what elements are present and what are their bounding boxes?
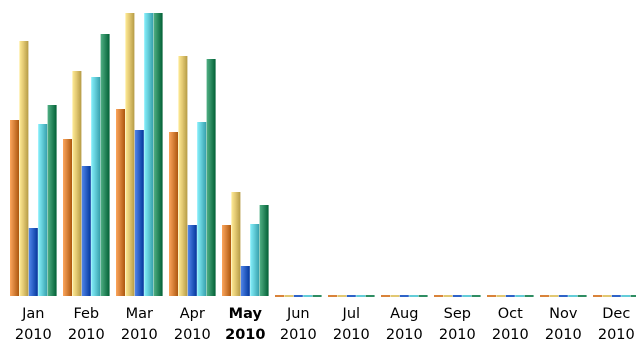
tick-label-apr-year: 2010	[174, 327, 211, 343]
bar-jul-series-4	[356, 295, 366, 297]
tick-label-jan-year: 2010	[15, 327, 52, 343]
bar-nov-series-2	[549, 295, 559, 297]
bar-mar-series-3	[134, 130, 144, 296]
bar-dec-series-4	[621, 295, 631, 297]
bar-jul-series-2	[337, 295, 347, 297]
tick-label-nov-year: 2010	[545, 327, 582, 343]
tick-label-may-month: May	[229, 306, 263, 322]
bar-dec-series-3	[611, 295, 621, 297]
bar-jun-series-1	[275, 295, 284, 297]
bar-mar-series-1	[116, 109, 125, 296]
bar-aug-series-4	[409, 295, 419, 297]
tick-label-oct-month: Oct	[498, 306, 523, 322]
tick-label-feb-month: Feb	[73, 306, 99, 322]
x-axis-labels: Jan 2010 Feb 2010 Mar 2010 Apr 2010 May 2010 Jun 20…	[15, 306, 635, 343]
bar-feb-series-2	[72, 71, 82, 296]
tick-label-jun-year: 2010	[280, 327, 317, 343]
bar-jun-series-2	[284, 295, 294, 297]
tick-label-aug-month: Aug	[390, 306, 418, 322]
tick-label-dec-year: 2010	[598, 327, 635, 343]
bar-jun-series-5	[312, 295, 322, 297]
tick-label-mar-month: Mar	[126, 306, 153, 322]
bar-aug-series-5	[418, 295, 428, 297]
bar-aug-series-2	[390, 295, 400, 297]
tick-label-sep-month: Sep	[444, 306, 471, 322]
bar-jan-series-1	[10, 120, 19, 296]
tick-label-oct-year: 2010	[492, 327, 529, 343]
bar-jun-series-4	[303, 295, 313, 297]
bar-may-series-3	[240, 266, 250, 296]
bar-sep-series-2	[443, 295, 453, 297]
tick-label-jul-month: Jul	[342, 306, 361, 322]
tick-label-apr-month: Apr	[180, 306, 205, 322]
tick-label-jul-year: 2010	[333, 327, 370, 343]
bar-may-series-2	[231, 192, 241, 296]
bar-feb-series-5	[100, 34, 110, 296]
bar-jan-series-4	[38, 124, 48, 296]
bar-jan-series-3	[28, 228, 38, 296]
bars-group	[10, 13, 636, 297]
bar-nov-series-4	[568, 295, 578, 297]
bar-oct-series-3	[505, 295, 515, 297]
bar-jul-series-5	[365, 295, 375, 297]
bar-sep-series-3	[452, 295, 462, 297]
tick-label-aug-year: 2010	[386, 327, 423, 343]
bar-may-series-4	[250, 224, 260, 296]
bar-oct-series-5	[524, 295, 534, 297]
bar-jan-series-2	[19, 41, 29, 296]
bar-mar-series-2	[125, 13, 135, 296]
bar-nov-series-1	[540, 295, 549, 297]
bar-sep-series-4	[462, 295, 472, 297]
bar-dec-series-5	[630, 295, 636, 297]
bar-oct-series-1	[487, 295, 496, 297]
bar-may-series-5	[259, 205, 269, 296]
bar-feb-series-3	[81, 166, 91, 296]
bar-apr-series-1	[169, 132, 178, 296]
bar-mar-series-4	[144, 13, 154, 296]
bar-oct-series-4	[515, 295, 525, 297]
bar-jul-series-1	[328, 295, 337, 297]
bar-oct-series-2	[496, 295, 506, 297]
bar-sep-series-5	[471, 295, 481, 297]
tick-label-jan-month: Jan	[21, 306, 44, 322]
bar-nov-series-5	[577, 295, 587, 297]
bar-aug-series-3	[399, 295, 409, 297]
bar-mar-series-5	[153, 13, 163, 296]
tick-label-dec-month: Dec	[602, 306, 630, 322]
tick-label-sep-year: 2010	[439, 327, 476, 343]
bar-nov-series-3	[558, 295, 568, 297]
tick-label-jun-month: Jun	[286, 306, 310, 322]
bar-dec-series-1	[593, 295, 602, 297]
bar-feb-series-1	[63, 139, 72, 296]
bar-apr-series-4	[197, 122, 207, 296]
tick-label-may-year: 2010	[225, 327, 265, 343]
bar-jan-series-5	[47, 105, 57, 296]
tick-label-mar-year: 2010	[121, 327, 158, 343]
bar-may-series-1	[222, 225, 231, 296]
bar-sep-series-1	[434, 295, 443, 297]
bar-apr-series-2	[178, 56, 188, 296]
bar-feb-series-4	[91, 77, 101, 296]
bar-jul-series-3	[346, 295, 356, 297]
bar-dec-series-2	[602, 295, 612, 297]
bar-apr-series-3	[187, 225, 197, 296]
tick-label-nov-month: Nov	[549, 306, 578, 322]
bar-aug-series-1	[381, 295, 390, 297]
bar-jun-series-3	[293, 295, 303, 297]
tick-label-feb-year: 2010	[68, 327, 105, 343]
bar-apr-series-5	[206, 59, 216, 296]
